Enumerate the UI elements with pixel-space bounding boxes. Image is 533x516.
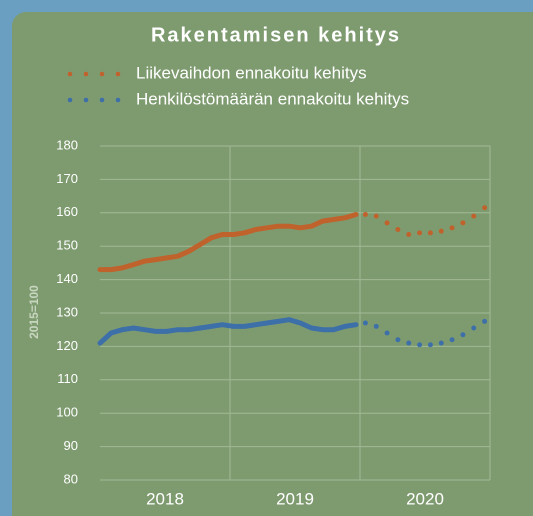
- forecast-point: [438, 340, 444, 346]
- forecast-point: [471, 213, 477, 219]
- forecast-point: [362, 211, 368, 217]
- forecast-point: [373, 213, 379, 219]
- legend-dot: [67, 71, 73, 77]
- series-line: [97, 317, 359, 346]
- forecast-point: [417, 342, 423, 348]
- y-tick-label: 170: [56, 171, 78, 186]
- forecast-point: [471, 325, 477, 331]
- x-tick-label: 2019: [276, 489, 314, 508]
- y-tick-label: 120: [56, 338, 78, 353]
- y-tick-label: 110: [57, 371, 78, 386]
- chart-title: Rakentamisen kehitys: [151, 24, 401, 46]
- y-tick-label: 80: [64, 471, 78, 486]
- forecast-point: [373, 323, 379, 329]
- panel: [12, 12, 533, 516]
- forecast-point: [406, 232, 412, 238]
- forecast-point: [384, 330, 390, 336]
- forecast-point: [482, 318, 488, 324]
- y-axis-label: 2015=100: [27, 285, 41, 339]
- forecast-point: [427, 230, 433, 236]
- x-tick-label: 2018: [146, 489, 184, 508]
- forecast-point: [395, 337, 401, 343]
- y-tick-label: 90: [64, 438, 78, 453]
- legend-dot: [67, 97, 73, 103]
- legend-dot: [115, 97, 121, 103]
- forecast-point: [460, 332, 466, 338]
- forecast-point: [449, 225, 455, 231]
- forecast-point: [482, 205, 488, 211]
- y-tick-label: 160: [56, 204, 78, 219]
- legend-dot: [115, 71, 121, 77]
- series-line: [97, 212, 359, 273]
- legend-dot: [99, 71, 105, 77]
- forecast-point: [438, 228, 444, 234]
- legend-label: Henkilöstömäärän ennakoitu kehitys: [136, 89, 409, 108]
- y-tick-label: 130: [56, 304, 78, 319]
- legend-dot: [83, 71, 89, 77]
- legend-dot: [99, 97, 105, 103]
- forecast-point: [362, 320, 368, 326]
- y-tick-label: 100: [56, 405, 78, 420]
- legend-label: Liikevaihdon ennakoitu kehitys: [136, 63, 367, 82]
- y-tick-label: 140: [56, 271, 78, 286]
- forecast-point: [449, 337, 455, 343]
- forecast-point: [395, 227, 401, 232]
- y-tick-label: 180: [56, 137, 78, 152]
- forecast-point: [384, 220, 390, 226]
- x-tick-label: 2020: [406, 489, 444, 508]
- legend-dot: [83, 97, 89, 103]
- forecast-point: [406, 340, 412, 346]
- forecast-point: [427, 342, 433, 348]
- forecast-point: [417, 230, 423, 236]
- forecast-point: [460, 220, 466, 226]
- y-tick-label: 150: [56, 238, 78, 253]
